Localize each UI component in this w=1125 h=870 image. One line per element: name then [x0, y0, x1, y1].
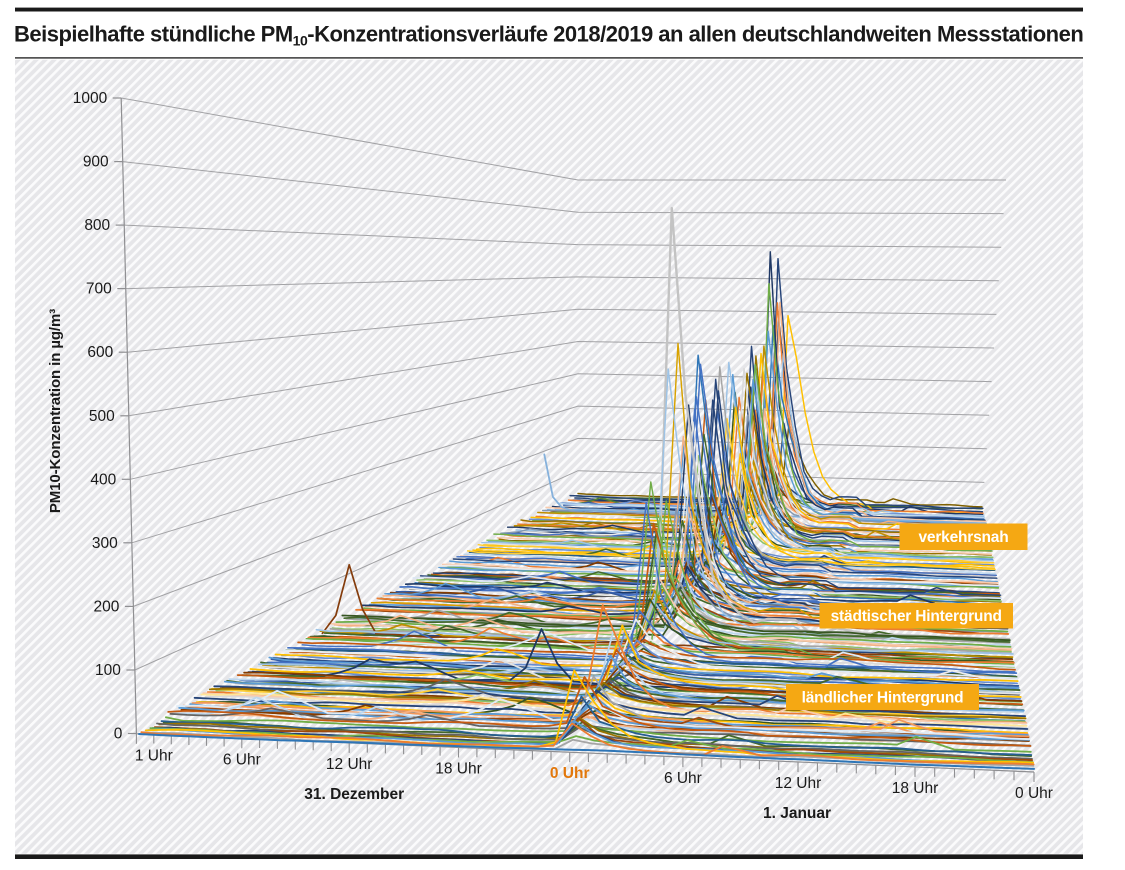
svg-text:100: 100 [95, 662, 121, 679]
svg-text:PM10-Konzentration in µg/m³: PM10-Konzentration in µg/m³ [47, 309, 64, 513]
svg-text:verkehrsnah: verkehrsnah [919, 529, 1009, 546]
svg-text:18 Uhr: 18 Uhr [892, 780, 939, 797]
svg-text:Beispielhafte stündliche PM10-: Beispielhafte stündliche PM10-Konzentrat… [14, 22, 1083, 49]
svg-text:600: 600 [87, 344, 113, 361]
svg-text:900: 900 [83, 154, 109, 171]
svg-text:1000: 1000 [73, 90, 108, 107]
svg-text:1. Januar: 1. Januar [763, 805, 831, 822]
svg-text:12 Uhr: 12 Uhr [775, 775, 822, 792]
svg-text:0: 0 [114, 726, 123, 743]
svg-text:500: 500 [89, 408, 115, 425]
svg-text:400: 400 [90, 471, 116, 488]
svg-text:6 Uhr: 6 Uhr [664, 770, 702, 787]
svg-text:300: 300 [92, 535, 118, 552]
svg-text:6 Uhr: 6 Uhr [223, 751, 261, 768]
svg-text:0 Uhr: 0 Uhr [550, 765, 590, 782]
svg-text:1 Uhr: 1 Uhr [135, 748, 173, 765]
svg-text:18 Uhr: 18 Uhr [435, 761, 482, 778]
svg-text:0 Uhr: 0 Uhr [1015, 785, 1053, 802]
svg-text:700: 700 [86, 281, 112, 298]
svg-text:ländlicher Hintergrund: ländlicher Hintergrund [802, 690, 964, 707]
svg-text:städtischer Hintergrund: städtischer Hintergrund [831, 608, 1002, 625]
svg-text:200: 200 [94, 598, 120, 615]
svg-text:800: 800 [84, 217, 110, 234]
svg-text:31. Dezember: 31. Dezember [304, 786, 404, 803]
svg-text:12 Uhr: 12 Uhr [326, 756, 373, 773]
